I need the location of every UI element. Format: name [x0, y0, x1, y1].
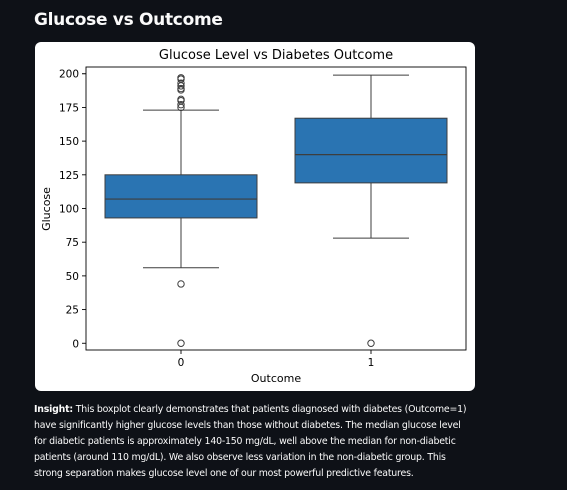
- outlier-point: [367, 339, 375, 347]
- y-tick-label: 100: [59, 204, 79, 216]
- y-tick-label: 150: [59, 136, 79, 148]
- x-tick-label: 1: [368, 357, 375, 369]
- outlier-point: [177, 339, 185, 347]
- outlier-point: [177, 95, 185, 104]
- box-group: [294, 74, 448, 347]
- y-tick-label: 200: [59, 69, 79, 81]
- page-title: Glucose vs Outcome: [34, 10, 223, 30]
- x-tick-label: 0: [178, 357, 185, 369]
- y-axis: 0 25 50 75 100 125 150 175 200: [59, 69, 86, 350]
- chart-title: Glucose Level vs Diabetes Outcome: [159, 48, 393, 63]
- chart-card: Glucose Level vs Diabetes Outcome 0 25 50 7…: [35, 42, 475, 391]
- outlier-point: [177, 280, 185, 288]
- y-tick-label: 75: [66, 237, 79, 249]
- insight-text: This boxplot clearly demonstrates that p…: [34, 404, 467, 479]
- x-axis-label: Outcome: [251, 372, 301, 385]
- y-axis-label: Glucose: [40, 187, 53, 231]
- y-tick-label: 0: [72, 338, 79, 350]
- outlier-point: [177, 79, 185, 87]
- y-tick-label: 175: [59, 102, 79, 114]
- outlier-point: [177, 84, 185, 93]
- insight-paragraph: Insight: This boxplot clearly demonstrat…: [34, 402, 474, 482]
- insight-label: Insight:: [34, 404, 73, 415]
- outlier-point: [177, 74, 185, 82]
- boxplot-chart: Glucose Level vs Diabetes Outcome 0 25 50 7…: [40, 48, 467, 385]
- y-tick-label: 125: [59, 170, 79, 182]
- box-group: [104, 74, 258, 347]
- y-tick-label: 25: [66, 305, 79, 317]
- iqr-box: [294, 117, 448, 184]
- outlier-point: [177, 101, 185, 109]
- y-tick-label: 50: [66, 271, 79, 283]
- boxes-layer: [104, 74, 448, 347]
- iqr-box: [104, 174, 258, 219]
